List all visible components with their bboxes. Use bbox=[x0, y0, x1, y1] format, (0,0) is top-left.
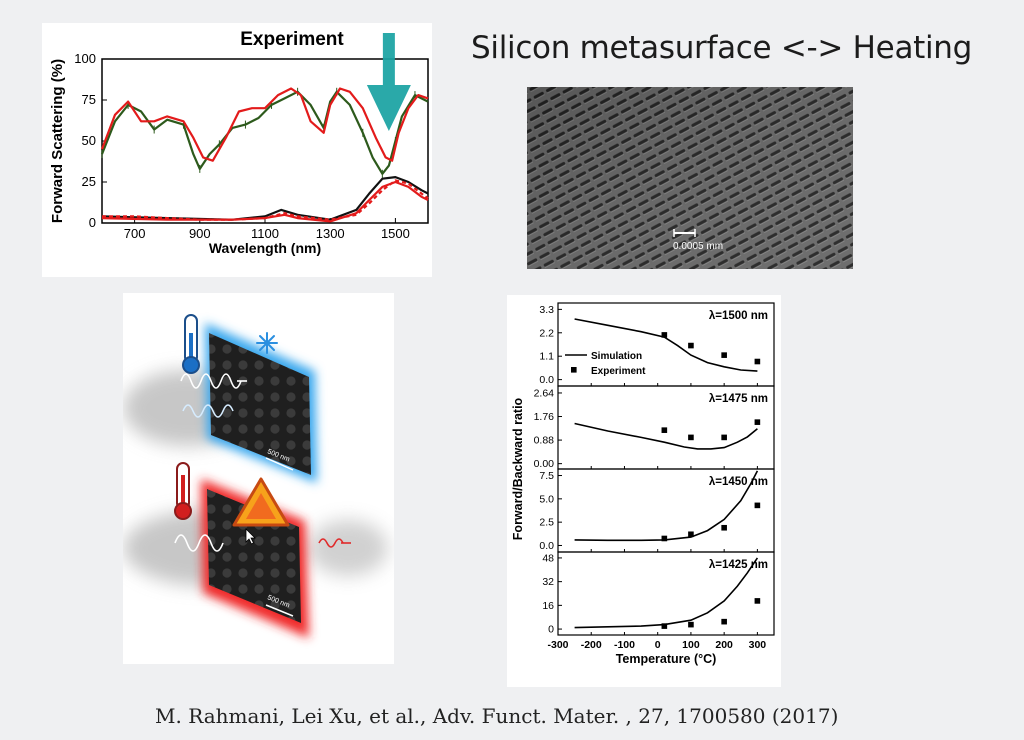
y-tick-label: 0.0 bbox=[539, 374, 554, 386]
y-tick-label: 1.1 bbox=[539, 351, 554, 363]
forward-scattering-chart-panel: 700 900 1100 1300 1500 0 25 50 75 100 Wavelength (… bbox=[42, 23, 432, 277]
x-tick-label: 100 bbox=[682, 639, 700, 651]
x-tick-label: 1100 bbox=[251, 226, 279, 241]
x-tick-label: 1300 bbox=[316, 226, 345, 241]
x-tick-label: 200 bbox=[715, 639, 733, 651]
y-tick-label: 32 bbox=[542, 576, 554, 588]
y-tick-label: 5.0 bbox=[539, 493, 554, 505]
series-line bbox=[101, 180, 429, 223]
sem-scale-label: 0.0005 mm bbox=[673, 241, 723, 252]
y-tick-label: 48 bbox=[542, 552, 554, 564]
y-tick-label: 100 bbox=[74, 51, 96, 66]
experiment-point bbox=[754, 358, 761, 365]
y-tick-label: 3.3 bbox=[539, 304, 554, 316]
cold-metasurface: 500 nm bbox=[205, 323, 317, 483]
x-tick-label: 900 bbox=[189, 226, 211, 241]
legend-experiment-label: Experiment bbox=[591, 366, 646, 377]
simulation-line bbox=[574, 318, 758, 372]
x-tick-label: 300 bbox=[749, 639, 767, 651]
experiment-point bbox=[661, 623, 668, 629]
y-axis-label: Forward/Backward ratio bbox=[511, 397, 525, 540]
x-tick-label: 0 bbox=[655, 639, 661, 651]
y-tick-label: 50 bbox=[82, 133, 96, 148]
subplot-label: λ=1425 nm bbox=[709, 559, 768, 571]
series-line bbox=[100, 87, 429, 162]
subplot-label: λ=1450 nm bbox=[709, 476, 768, 488]
sem-image: 0.0005 mm bbox=[527, 87, 853, 269]
y-tick-label: 2.2 bbox=[539, 327, 554, 339]
forward-scattering-chart: 700 900 1100 1300 1500 0 25 50 75 100 Wavelength (… bbox=[49, 29, 429, 256]
x-tick-label: -200 bbox=[581, 639, 602, 651]
heating-schematic-panel: 500 nm 500 nm bbox=[123, 293, 394, 664]
y-tick-label: 2.5 bbox=[539, 517, 554, 529]
series-line bbox=[101, 176, 429, 221]
experiment-point bbox=[754, 598, 761, 604]
warning-triangle-icon bbox=[232, 477, 290, 527]
legend-simulation-label: Simulation bbox=[591, 351, 642, 362]
subplot-label: λ=1475 nm bbox=[709, 393, 768, 405]
chart-title: Experiment bbox=[240, 29, 344, 50]
experiment-point bbox=[688, 434, 694, 441]
legend-experiment-marker bbox=[571, 367, 577, 373]
sem-image-panel: 0.0005 mm bbox=[527, 87, 853, 269]
experiment-point bbox=[688, 342, 694, 349]
experiment-point bbox=[754, 419, 761, 425]
cursor-icon bbox=[245, 528, 256, 545]
experiment-point bbox=[754, 502, 761, 509]
y-tick-label: 0 bbox=[548, 624, 554, 636]
y-tick-label: 0.88 bbox=[534, 435, 555, 447]
x-tick-label: 1500 bbox=[381, 226, 410, 241]
series-line bbox=[100, 90, 429, 175]
y-axis-label: Forward Scattering (%) bbox=[49, 59, 66, 223]
experiment-point bbox=[721, 434, 727, 441]
slide-title: Silicon metasurface <-> Heating bbox=[471, 30, 973, 66]
y-tick-label: 0 bbox=[89, 215, 96, 230]
thermometer-hot-icon bbox=[174, 462, 192, 520]
x-axis-label: Temperature (°C) bbox=[616, 652, 717, 666]
x-axis-label: Wavelength (nm) bbox=[209, 240, 321, 256]
simulation-line bbox=[574, 557, 759, 629]
plot-frame bbox=[101, 58, 429, 224]
subplot-label: λ=1500 nm bbox=[709, 310, 768, 322]
y-tick-label: 0.00 bbox=[534, 458, 555, 470]
x-tick-label: -100 bbox=[614, 639, 635, 651]
y-tick-label: 1.76 bbox=[534, 411, 555, 423]
experiment-point bbox=[688, 531, 694, 538]
experiment-point bbox=[688, 621, 694, 628]
experiment-point bbox=[721, 618, 727, 625]
x-tick-label: 700 bbox=[124, 226, 146, 241]
thermometer-cold-icon bbox=[182, 314, 200, 374]
ratio-chart-panel: 0.0 1.1 2.2 3.3 λ=1500 nm 0.00 0.88 1.76 2.64 λ=1… bbox=[507, 295, 781, 687]
citation: M. Rahmani, Lei Xu, et al., Adv. Funct. … bbox=[155, 704, 839, 728]
y-tick-label: 7.5 bbox=[539, 470, 554, 482]
experiment-point bbox=[721, 524, 727, 531]
experiment-point bbox=[661, 332, 668, 338]
snowflake-icon bbox=[256, 332, 278, 354]
x-tick-label: -300 bbox=[547, 639, 568, 651]
down-arrow-icon bbox=[366, 33, 411, 131]
heating-schematic: 500 nm 500 nm bbox=[123, 314, 388, 638]
series-line bbox=[102, 179, 429, 221]
y-tick-label: 0.0 bbox=[539, 540, 554, 552]
experiment-point bbox=[661, 427, 668, 433]
simulation-line bbox=[574, 422, 758, 450]
subplot-frame bbox=[557, 551, 775, 636]
simulation-line bbox=[574, 470, 759, 542]
y-tick-label: 25 bbox=[82, 174, 96, 189]
y-tick-label: 2.64 bbox=[534, 387, 555, 399]
experiment-point bbox=[721, 352, 727, 358]
experiment-point bbox=[661, 535, 668, 542]
ratio-chart: 0.01.12.23.3λ=1500 nm0.000.881.762.64 λ=1… bbox=[511, 302, 775, 666]
wave-icon bbox=[174, 373, 351, 552]
y-tick-label: 16 bbox=[542, 600, 554, 612]
y-tick-label: 75 bbox=[82, 92, 96, 107]
